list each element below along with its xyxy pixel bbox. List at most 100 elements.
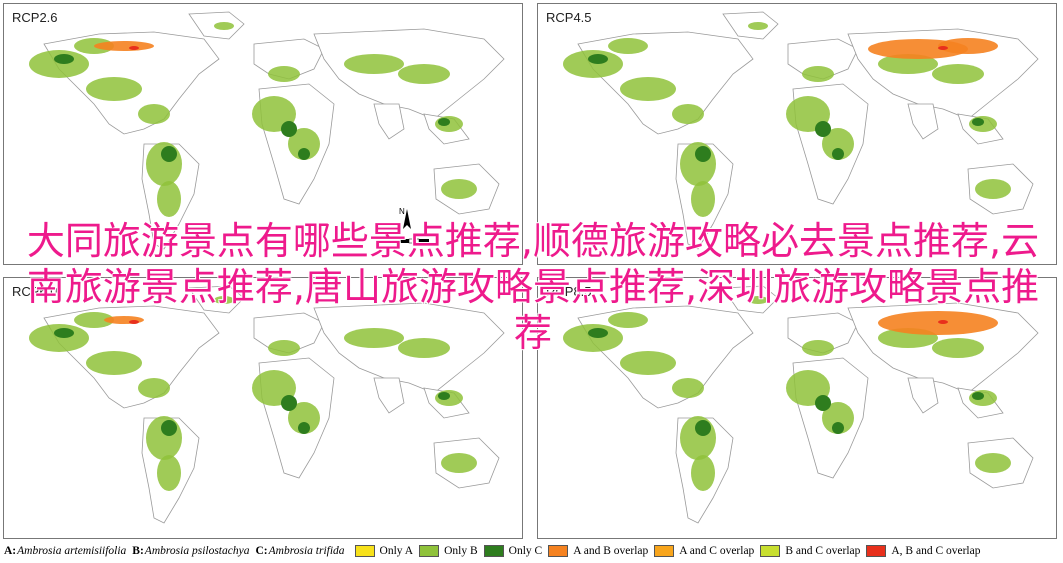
habitat-region bbox=[29, 50, 89, 78]
overlap-region-abc bbox=[129, 320, 139, 324]
habitat-region-dense bbox=[972, 392, 984, 400]
world-map bbox=[4, 4, 522, 264]
habitat-region bbox=[288, 128, 320, 160]
land-outline bbox=[787, 38, 859, 80]
habitat-region bbox=[672, 378, 704, 398]
legend-item-abc: A, B and C overlap bbox=[866, 545, 980, 557]
land-outline bbox=[373, 377, 405, 414]
habitat-region bbox=[441, 179, 477, 199]
habitat-region bbox=[748, 296, 768, 304]
habitat-region-dense bbox=[298, 148, 310, 160]
habitat-region bbox=[975, 453, 1011, 473]
habitat-region bbox=[620, 351, 676, 375]
legend-species-c: C: Ambrosia trifida bbox=[255, 545, 345, 557]
habitat-region bbox=[802, 66, 834, 82]
panel-title: RCP6.0 bbox=[10, 284, 60, 299]
legend-item-ab: A and B overlap bbox=[548, 545, 648, 557]
habitat-region bbox=[802, 340, 834, 356]
land-outline bbox=[907, 377, 939, 414]
habitat-region bbox=[822, 128, 854, 160]
overlap-region-abc bbox=[129, 46, 139, 50]
habitat-region bbox=[691, 181, 715, 217]
overlap-region-abc bbox=[938, 46, 948, 50]
habitat-region-dense bbox=[161, 146, 177, 162]
legend: A: Ambrosia artemisiifolia B: Ambrosia psi… bbox=[4, 542, 1060, 560]
habitat-region-dense bbox=[438, 118, 450, 126]
habitat-region bbox=[932, 64, 984, 84]
habitat-region-dense bbox=[54, 328, 74, 338]
legend-item-bc: B and C overlap bbox=[760, 545, 860, 557]
habitat-region bbox=[878, 54, 938, 74]
habitat-region bbox=[748, 22, 768, 30]
legend-swatch bbox=[483, 545, 504, 557]
habitat-region-dense bbox=[588, 54, 608, 64]
world-map bbox=[538, 4, 1056, 264]
legend-swatch bbox=[354, 545, 375, 557]
north-label: N bbox=[399, 207, 405, 216]
legend-swatch bbox=[760, 545, 781, 557]
habitat-region-dense bbox=[972, 118, 984, 126]
world-map bbox=[4, 278, 522, 538]
habitat-region bbox=[29, 324, 89, 352]
land-outline bbox=[907, 103, 939, 140]
legend-species-b: B: Ambrosia psilostachya bbox=[132, 545, 250, 557]
panel-title: RCP4.5 bbox=[544, 10, 594, 25]
map-panel-rcp85: RCP8.5 bbox=[537, 277, 1057, 539]
north-arrow-icon bbox=[399, 209, 429, 244]
legend-swatch bbox=[548, 545, 569, 557]
habitat-region-dense bbox=[281, 395, 297, 411]
land-outline bbox=[787, 312, 859, 354]
habitat-region bbox=[608, 38, 648, 54]
habitat-region-dense bbox=[832, 148, 844, 160]
habitat-region bbox=[398, 64, 450, 84]
legend-species-a: A: Ambrosia artemisiifolia bbox=[4, 545, 127, 557]
habitat-region-dense bbox=[161, 420, 177, 436]
habitat-region-dense bbox=[588, 328, 608, 338]
habitat-region bbox=[86, 77, 142, 101]
habitat-region bbox=[932, 338, 984, 358]
legend-item-only-b: Only B bbox=[419, 545, 478, 557]
habitat-region bbox=[563, 324, 623, 352]
habitat-region bbox=[691, 455, 715, 491]
north-arrow: N bbox=[399, 207, 429, 244]
map-panel-rcp45: RCP4.5 bbox=[537, 3, 1057, 265]
habitat-region bbox=[398, 338, 450, 358]
world-map bbox=[538, 278, 1056, 538]
habitat-region bbox=[608, 312, 648, 328]
habitat-region bbox=[268, 66, 300, 82]
map-panel-rcp60: RCP6.0 bbox=[3, 277, 523, 539]
habitat-region bbox=[344, 328, 404, 348]
habitat-region-dense bbox=[815, 395, 831, 411]
habitat-region bbox=[138, 378, 170, 398]
legend-item-only-c: Only C bbox=[483, 545, 542, 557]
overlap-region bbox=[94, 41, 154, 51]
map-panel-rcp26: RCP2.6 N bbox=[3, 3, 523, 265]
habitat-region bbox=[563, 50, 623, 78]
overlap-region bbox=[878, 311, 998, 335]
overlap-region bbox=[938, 38, 998, 54]
habitat-region bbox=[86, 351, 142, 375]
habitat-region bbox=[268, 340, 300, 356]
habitat-region-dense bbox=[54, 54, 74, 64]
land-outline bbox=[373, 103, 405, 140]
habitat-region-dense bbox=[438, 392, 450, 400]
habitat-region-dense bbox=[695, 420, 711, 436]
habitat-region-dense bbox=[298, 422, 310, 434]
overlap-region-abc bbox=[938, 320, 948, 324]
habitat-region bbox=[441, 453, 477, 473]
habitat-region bbox=[344, 54, 404, 74]
legend-item-ac: A and C overlap bbox=[654, 545, 754, 557]
land-outline bbox=[253, 38, 325, 80]
habitat-region-dense bbox=[281, 121, 297, 137]
habitat-region bbox=[138, 104, 170, 124]
habitat-region bbox=[822, 402, 854, 434]
legend-swatch bbox=[654, 545, 675, 557]
land-outline bbox=[253, 312, 325, 354]
legend-swatch bbox=[419, 545, 440, 557]
habitat-region bbox=[620, 77, 676, 101]
habitat-region bbox=[214, 22, 234, 30]
habitat-region bbox=[288, 402, 320, 434]
legend-item-only-a: Only A bbox=[354, 545, 413, 557]
habitat-region-dense bbox=[695, 146, 711, 162]
habitat-region bbox=[157, 181, 181, 217]
